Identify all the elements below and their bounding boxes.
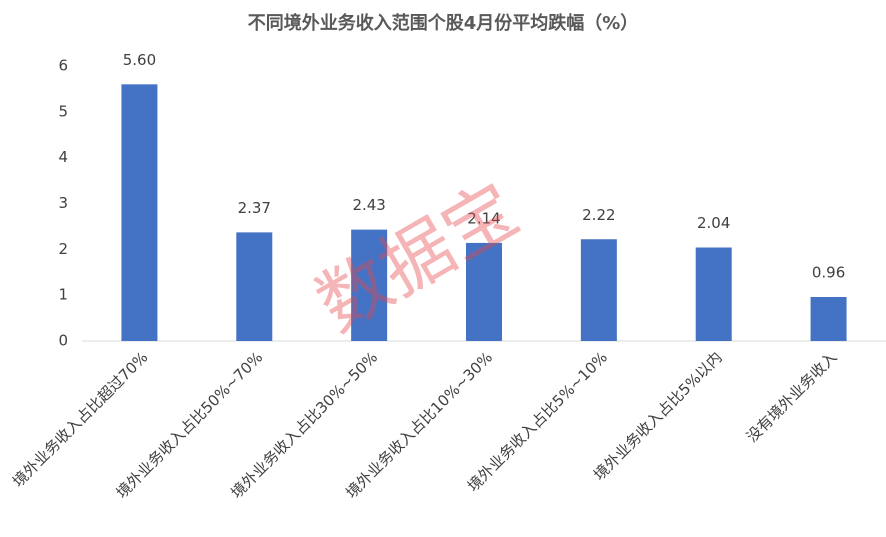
bar: [466, 242, 502, 341]
bar: [351, 229, 388, 341]
y-tick-label: 3: [58, 194, 68, 212]
data-label: 2.22: [582, 206, 615, 224]
data-label: 2.14: [467, 209, 500, 227]
y-tick-label: 2: [58, 240, 68, 258]
data-label: 0.96: [812, 264, 845, 282]
y-tick-label: 0: [58, 332, 68, 350]
data-label: 5.60: [123, 51, 156, 69]
chart-title: 不同境外业务收入范围个股4月份平均跌幅（%）: [248, 12, 639, 34]
x-tick-label: 境外业务收入占比5%以内: [590, 348, 726, 484]
bar: [810, 297, 847, 341]
bar: [580, 239, 617, 341]
data-label: 2.43: [352, 196, 385, 214]
bar: [236, 232, 273, 341]
y-tick-label: 1: [58, 286, 68, 304]
bar: [121, 84, 158, 341]
x-tick-label: 境外业务收入占比超过70%: [9, 348, 151, 490]
data-label: 2.04: [697, 214, 730, 232]
y-tick-label: 4: [58, 148, 68, 166]
y-tick-label: 5: [58, 102, 68, 120]
x-tick-label: 没有境外业务收入: [743, 348, 841, 446]
y-tick-label: 6: [58, 57, 68, 75]
data-label: 2.37: [238, 199, 271, 217]
bar: [695, 247, 732, 341]
